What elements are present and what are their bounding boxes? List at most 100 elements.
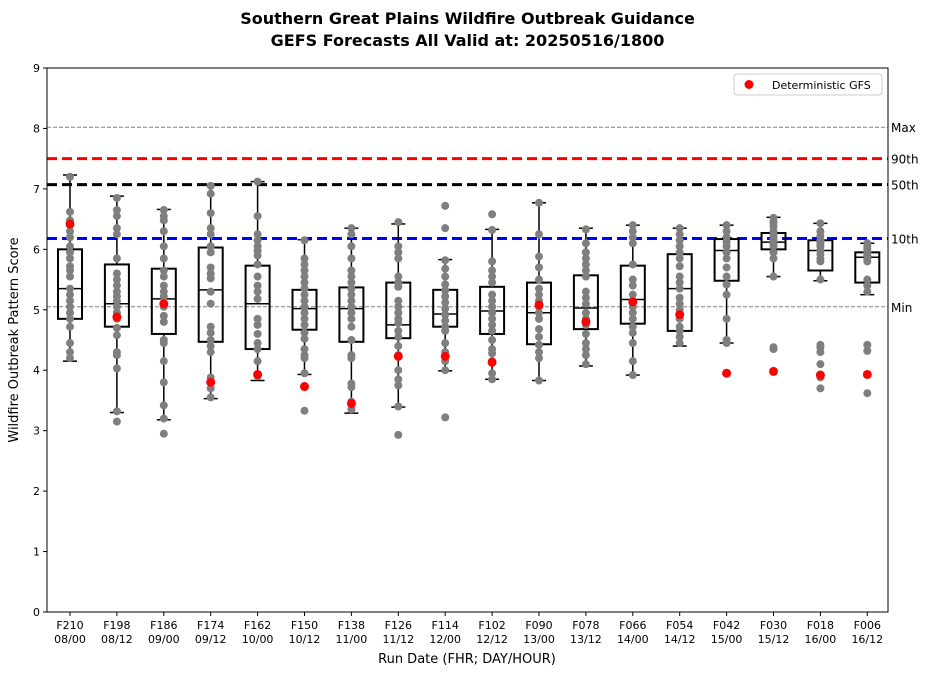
member-point-1-15 xyxy=(112,323,121,332)
member-point-10-2 xyxy=(535,252,543,261)
member-point-5-5 xyxy=(300,278,309,287)
deterministic-gfs-points xyxy=(65,219,872,408)
member-point-13-16 xyxy=(675,332,684,341)
member-point-10-0 xyxy=(535,198,543,207)
deterministic-gfs-point-15 xyxy=(769,366,778,376)
deterministic-gfs-point-10 xyxy=(534,300,544,310)
member-point-3-1 xyxy=(206,189,215,198)
member-point-7-6 xyxy=(394,282,403,291)
member-point-17-8 xyxy=(863,281,872,290)
member-point-4-7 xyxy=(253,260,262,269)
x-tick-label-line: F210 xyxy=(56,619,83,632)
member-point-2-2 xyxy=(159,216,168,225)
x-tick-label-line: F030 xyxy=(760,619,787,632)
member-point-5-6 xyxy=(300,284,309,293)
member-point-10-9 xyxy=(535,308,543,317)
deterministic-gfs-point-6 xyxy=(346,398,356,408)
member-point-5-18 xyxy=(300,369,309,378)
member-point-3-13 xyxy=(206,328,215,337)
x-tick-label-14: F042 15/00 xyxy=(711,619,743,646)
member-point-2-10 xyxy=(159,292,168,301)
member-point-13-1 xyxy=(675,230,684,239)
member-point-5-14 xyxy=(300,334,309,343)
member-point-5-2 xyxy=(300,260,309,269)
member-point-6-4 xyxy=(347,266,356,275)
x-tick-label-5: F150 10/12 xyxy=(289,619,321,646)
member-point-0-18 xyxy=(66,322,74,331)
member-point-13-8 xyxy=(675,278,684,287)
member-point-8-3 xyxy=(441,264,450,273)
member-point-10-14 xyxy=(535,348,543,357)
member-point-12-0 xyxy=(628,221,637,230)
member-point-14-13 xyxy=(722,339,731,348)
member-point-6-18 xyxy=(347,383,356,392)
chart-subtitle: GEFS Forecasts All Valid at: 20250516/18… xyxy=(270,31,665,50)
member-point-8-1 xyxy=(441,224,450,233)
member-point-4-17 xyxy=(253,357,262,366)
member-point-13-10 xyxy=(675,293,684,302)
member-point-5-4 xyxy=(300,272,309,281)
member-point-0-5 xyxy=(66,233,74,242)
member-point-7-8 xyxy=(394,302,403,311)
member-point-17-6 xyxy=(863,257,872,266)
deterministic-gfs-point-1 xyxy=(112,312,122,322)
member-point-5-10 xyxy=(300,308,309,317)
deterministic-gfs-point-17 xyxy=(862,369,872,379)
x-tick-label-line: F198 xyxy=(103,619,130,632)
ensemble-boxes xyxy=(57,174,881,421)
x-tick-label-line: 09/12 xyxy=(195,633,227,646)
x-tick-label-line: F126 xyxy=(385,619,412,632)
member-point-0-21 xyxy=(66,354,74,363)
member-point-7-1 xyxy=(394,242,403,251)
x-tick-label-line: 12/00 xyxy=(429,633,461,646)
member-point-4-11 xyxy=(253,294,262,303)
member-point-3-16 xyxy=(206,348,215,357)
member-point-7-12 xyxy=(394,326,403,335)
deterministic-gfs-point-11 xyxy=(581,317,591,327)
member-point-0-20 xyxy=(66,348,74,357)
member-point-0-10 xyxy=(66,266,74,275)
member-point-3-11 xyxy=(206,299,215,308)
member-point-2-17 xyxy=(159,378,168,387)
x-tick-label-line: F054 xyxy=(666,619,693,632)
member-point-14-1 xyxy=(722,227,731,236)
deterministic-gfs-point-14 xyxy=(722,368,732,378)
reference-label-10th: 10th xyxy=(891,232,919,246)
member-point-9-13 xyxy=(488,336,497,344)
member-point-4-8 xyxy=(253,272,262,281)
member-point-10-10 xyxy=(535,314,543,323)
member-point-1-16 xyxy=(112,331,121,340)
chart-title: Southern Great Plains Wildfire Outbreak … xyxy=(240,9,695,28)
member-point-1-2 xyxy=(112,212,121,221)
member-point-7-2 xyxy=(394,248,403,257)
member-point-0-17 xyxy=(66,314,74,323)
member-point-10-3 xyxy=(535,263,543,272)
y-tick-label-8: 8 xyxy=(33,122,40,135)
member-point-11-10 xyxy=(581,308,590,317)
member-point-4-3 xyxy=(253,236,262,245)
member-point-7-17 xyxy=(394,375,403,384)
x-tick-label-line: F150 xyxy=(291,619,318,632)
member-point-1-0 xyxy=(112,193,121,202)
member-point-4-2 xyxy=(253,230,262,239)
member-point-5-12 xyxy=(300,320,309,329)
x-tick-label-16: F018 16/00 xyxy=(805,619,837,646)
member-point-14-8 xyxy=(722,272,731,281)
reference-lines: Max 90th 50th 10th Min xyxy=(47,121,919,315)
member-point-11-4 xyxy=(581,260,590,269)
member-point-4-9 xyxy=(253,281,262,290)
x-tick-label-line: F006 xyxy=(854,619,881,632)
member-point-2-12 xyxy=(159,311,168,320)
member-point-16-13 xyxy=(816,348,825,357)
member-point-1-12 xyxy=(112,302,121,311)
member-point-5-11 xyxy=(300,314,309,323)
x-tick-label-line: 09/00 xyxy=(148,633,180,646)
member-point-8-0 xyxy=(441,201,450,210)
reference-label-50th: 50th xyxy=(891,179,919,193)
member-point-5-9 xyxy=(300,302,309,311)
member-point-7-18 xyxy=(394,381,403,390)
member-point-16-14 xyxy=(816,360,825,369)
x-tick-label-1: F198 08/12 xyxy=(101,619,133,646)
x-tick-label-line: 13/12 xyxy=(570,633,602,646)
member-point-14-10 xyxy=(722,290,731,299)
